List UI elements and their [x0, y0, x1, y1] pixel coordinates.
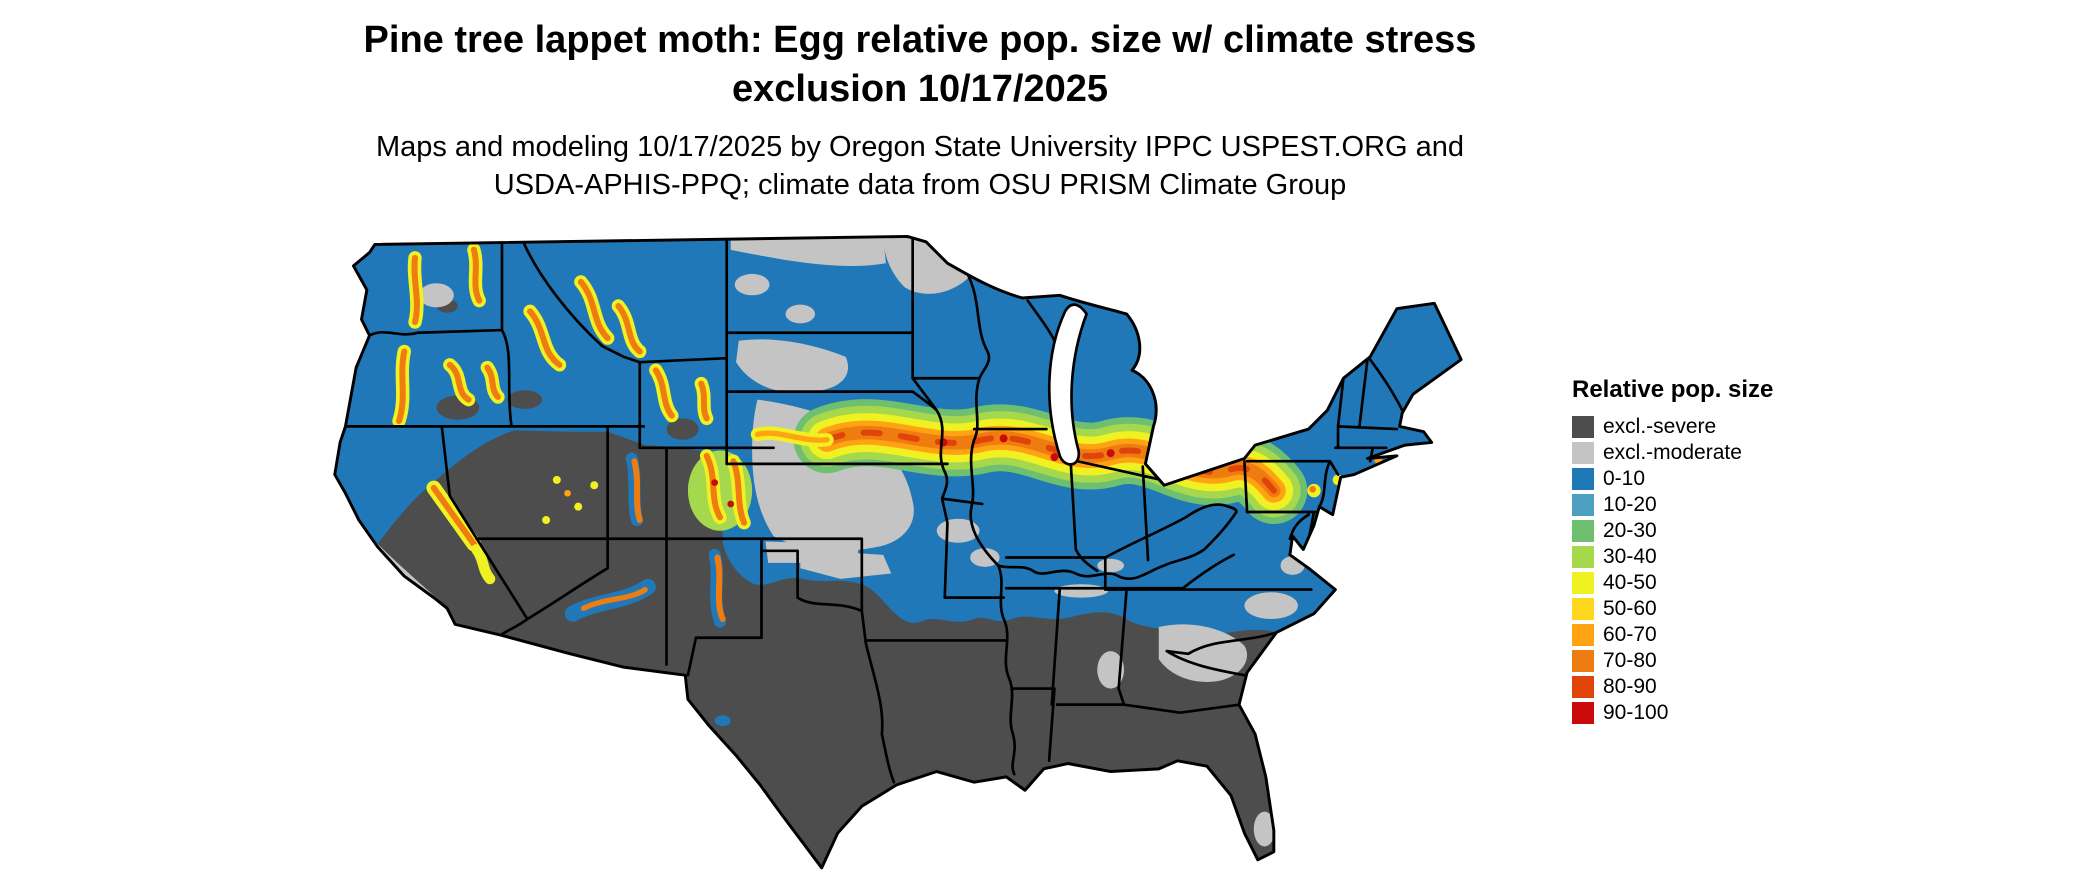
legend-label: 10-20 — [1603, 493, 1657, 516]
legend-swatch — [1572, 442, 1594, 464]
legend-label: 70-80 — [1603, 649, 1657, 672]
legend-swatch — [1572, 546, 1594, 568]
us-map-svg — [333, 234, 1463, 870]
legend-item: 50-60 — [1572, 596, 1852, 622]
page-title: Pine tree lappet moth: Egg relative pop.… — [130, 16, 1710, 113]
legend-label: 90-100 — [1603, 701, 1669, 724]
legend-item: 90-100 — [1572, 700, 1852, 726]
state-boundaries — [344, 236, 1404, 784]
legend-label: 30-40 — [1603, 545, 1657, 568]
legend-swatch — [1572, 650, 1594, 672]
legend-item: 20-30 — [1572, 518, 1852, 544]
legend-label: excl.-moderate — [1603, 441, 1742, 464]
legend-label: 0-10 — [1603, 467, 1646, 490]
page-subtitle: Maps and modeling 10/17/2025 by Oregon S… — [130, 129, 1710, 204]
legend-swatch — [1572, 494, 1594, 516]
legend: Relative pop. size excl.-severe excl.-mod… — [1572, 376, 1852, 726]
legend-item: 40-50 — [1572, 570, 1852, 596]
subtitle-line-1: Maps and modeling 10/17/2025 by Oregon S… — [375, 131, 1465, 164]
legend-swatch — [1572, 702, 1594, 724]
legend-swatch — [1572, 624, 1594, 646]
legend-label: 60-70 — [1603, 623, 1657, 646]
legend-label: 50-60 — [1603, 597, 1657, 620]
legend-item: 10-20 — [1572, 492, 1852, 518]
legend-item: excl.-severe — [1572, 414, 1852, 440]
legend-swatch — [1572, 572, 1594, 594]
lake-michigan — [1047, 303, 1089, 466]
legend-swatch — [1572, 520, 1594, 542]
legend-swatch — [1572, 676, 1594, 698]
legend-item: 80-90 — [1572, 674, 1852, 700]
legend-item: 30-40 — [1572, 544, 1852, 570]
legend-label: 20-30 — [1603, 519, 1657, 542]
legend-swatch — [1572, 468, 1594, 490]
title-line-1: Pine tree lappet moth: Egg relative pop.… — [363, 19, 1477, 61]
legend-item: 60-70 — [1572, 622, 1852, 648]
subtitle-line-2: USDA-APHIS-PPQ; climate data from OSU PR… — [493, 168, 1347, 201]
legend-items: excl.-severe excl.-moderate 0-10 10-20 20-30… — [1572, 414, 1852, 726]
title-block: Pine tree lappet moth: Egg relative pop.… — [130, 16, 1710, 205]
map-western-mountain-hotspots — [392, 243, 753, 623]
legend-label: excl.-severe — [1603, 415, 1717, 438]
legend-swatch — [1572, 598, 1594, 620]
legend-item: 0-10 — [1572, 466, 1852, 492]
legend-title: Relative pop. size — [1572, 376, 1774, 403]
legend-item: 70-80 — [1572, 648, 1852, 674]
title-line-2: exclusion 10/17/2025 — [731, 67, 1109, 110]
legend-label: 40-50 — [1603, 571, 1657, 594]
legend-swatch — [1572, 416, 1594, 438]
legend-label: 80-90 — [1603, 675, 1657, 698]
us-map — [308, 228, 1528, 891]
legend-item: excl.-moderate — [1572, 440, 1852, 466]
